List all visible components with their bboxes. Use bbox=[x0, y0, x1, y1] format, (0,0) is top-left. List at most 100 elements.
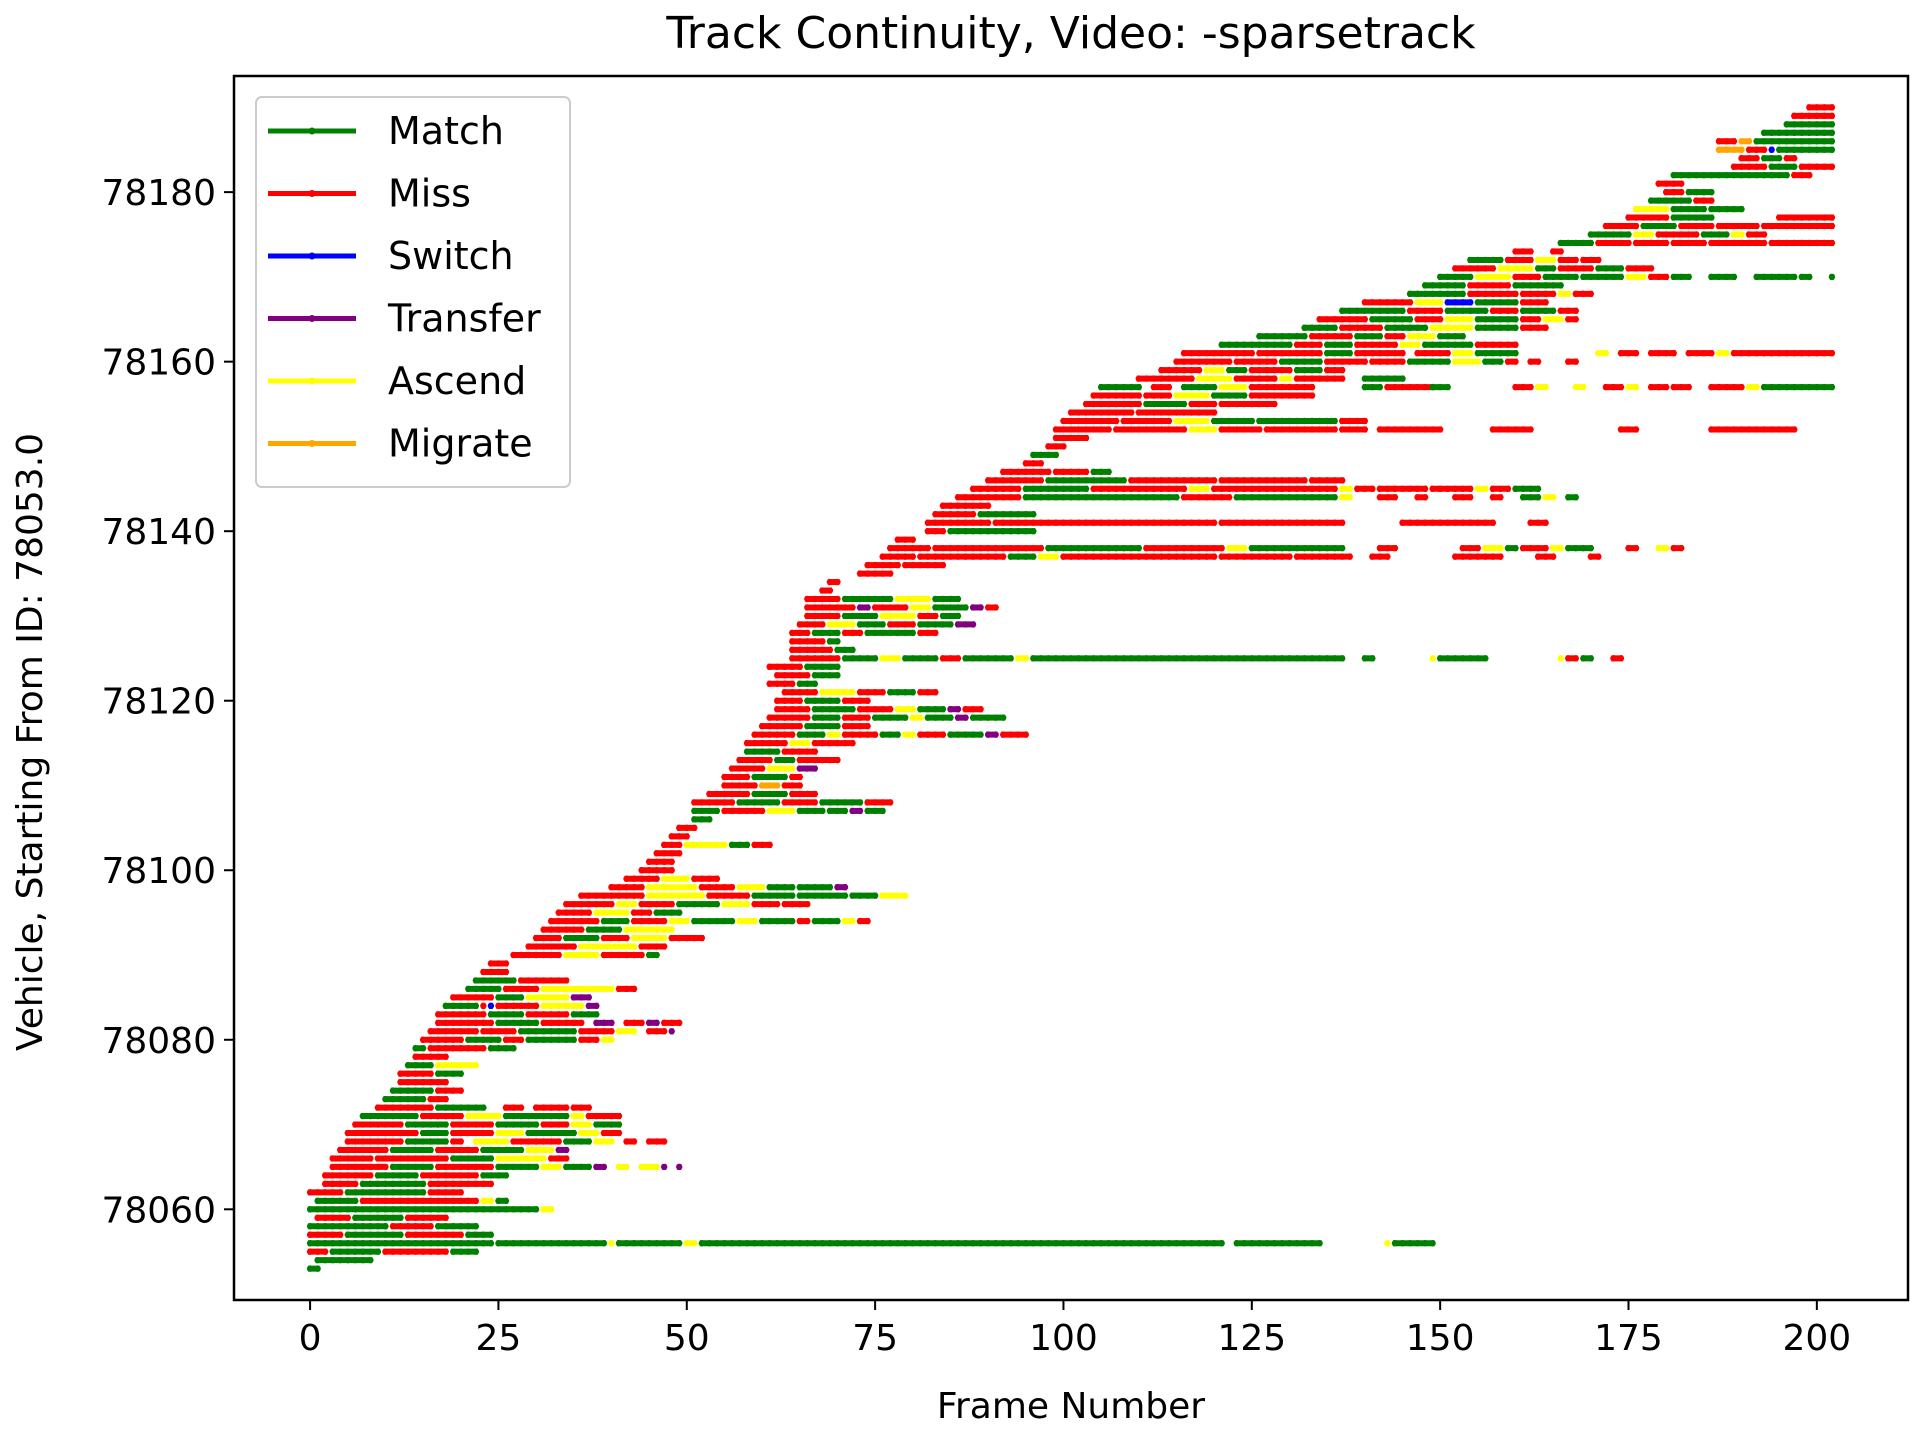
frame-point-match bbox=[1210, 392, 1218, 399]
frame-point-miss bbox=[337, 1155, 344, 1162]
frame-point-miss bbox=[1482, 553, 1489, 560]
frame-point-miss bbox=[932, 544, 939, 552]
frame-point-match bbox=[1791, 121, 1798, 128]
frame-point-miss bbox=[563, 926, 570, 933]
frame-point-match bbox=[1436, 273, 1444, 281]
frame-point-miss bbox=[630, 883, 638, 891]
frame-point-miss bbox=[638, 1019, 645, 1027]
frame-point-match bbox=[1760, 171, 1768, 179]
frame-point-miss bbox=[555, 977, 562, 984]
frame-point-miss bbox=[1143, 375, 1150, 382]
frame-point-miss bbox=[1158, 553, 1165, 560]
frame-point-match bbox=[555, 1028, 562, 1035]
frame-point-miss bbox=[1180, 409, 1188, 416]
frame-point-match bbox=[1339, 341, 1346, 348]
frame-point-match bbox=[442, 1002, 449, 1010]
frame-point-match bbox=[1474, 655, 1482, 662]
frame-point-match bbox=[412, 1180, 419, 1188]
frame-point-miss bbox=[1595, 553, 1602, 560]
frame-point-miss bbox=[1738, 426, 1745, 433]
frame-point-miss bbox=[1075, 409, 1082, 416]
frame-point-miss bbox=[826, 646, 834, 654]
frame-point-miss bbox=[894, 604, 901, 611]
frame-point-miss bbox=[1150, 544, 1158, 552]
frame-point-match bbox=[465, 1223, 472, 1230]
frame-point-ascend bbox=[796, 739, 803, 747]
frame-point-miss bbox=[344, 1214, 351, 1221]
frame-point-ascend bbox=[676, 892, 683, 899]
frame-point-ascend bbox=[660, 892, 668, 899]
frame-point-miss bbox=[1730, 383, 1738, 391]
frame-point-miss bbox=[1067, 426, 1075, 433]
frame-point-match bbox=[404, 1087, 412, 1094]
frame-point-miss bbox=[1482, 341, 1489, 348]
frame-point-match bbox=[1301, 1240, 1308, 1247]
frame-point-ascend bbox=[676, 875, 683, 882]
frame-point-match bbox=[1113, 655, 1120, 662]
frame-point-match bbox=[1497, 316, 1504, 323]
frame-point-match bbox=[1813, 146, 1821, 153]
frame-point-match bbox=[495, 1121, 502, 1128]
frame-point-miss bbox=[758, 731, 766, 738]
frame-point-match bbox=[804, 883, 811, 891]
frame-point-miss bbox=[434, 1231, 442, 1238]
frame-point-match bbox=[1248, 417, 1256, 425]
frame-point-miss bbox=[525, 951, 532, 959]
frame-point-miss bbox=[487, 1121, 495, 1128]
y-tick-label: 78140 bbox=[101, 512, 216, 553]
frame-point-match bbox=[826, 663, 834, 671]
frame-point-miss bbox=[1256, 553, 1263, 560]
frame-point-match bbox=[1760, 273, 1768, 281]
frame-point-miss bbox=[1489, 282, 1497, 289]
frame-point-ascend bbox=[608, 909, 615, 916]
track-row-78087 bbox=[472, 977, 570, 984]
frame-point-ascend bbox=[721, 900, 728, 908]
frame-point-match bbox=[1783, 163, 1790, 170]
frame-point-match bbox=[450, 1223, 457, 1230]
frame-point-match bbox=[1022, 1240, 1029, 1247]
frame-point-miss bbox=[902, 536, 909, 543]
frame-point-ascend bbox=[600, 909, 608, 916]
legend-marker bbox=[308, 377, 316, 385]
frame-point-miss bbox=[1391, 426, 1399, 433]
frame-point-ascend bbox=[653, 1163, 660, 1171]
frame-point-transfer bbox=[864, 604, 871, 611]
frame-point-miss bbox=[563, 1019, 570, 1027]
frame-point-miss bbox=[796, 689, 803, 696]
frame-point-match bbox=[1105, 1240, 1112, 1247]
frame-point-miss bbox=[630, 951, 638, 959]
frame-point-miss bbox=[1587, 290, 1595, 298]
frame-point-ascend bbox=[578, 1112, 585, 1120]
frame-point-match bbox=[600, 1121, 608, 1128]
frame-point-miss bbox=[924, 731, 932, 738]
frame-point-miss bbox=[487, 968, 495, 976]
frame-point-miss bbox=[638, 943, 645, 950]
frame-point-match bbox=[1602, 231, 1610, 238]
track-row-78121 bbox=[781, 689, 939, 696]
frame-point-match bbox=[954, 731, 962, 738]
frame-point-match bbox=[1745, 171, 1753, 179]
frame-point-match bbox=[834, 799, 841, 806]
frame-point-match bbox=[1256, 544, 1263, 552]
frame-point-miss bbox=[1097, 400, 1105, 408]
frame-point-miss bbox=[1376, 494, 1384, 501]
frame-point-miss bbox=[1512, 358, 1519, 365]
frame-point-match bbox=[871, 621, 879, 628]
frame-point-miss bbox=[1022, 519, 1029, 526]
frame-point-match bbox=[1565, 273, 1572, 281]
frame-point-match bbox=[1617, 231, 1625, 238]
frame-point-miss bbox=[578, 917, 585, 925]
frame-point-match bbox=[864, 655, 871, 662]
frame-point-match bbox=[1730, 171, 1738, 179]
frame-point-miss bbox=[1218, 426, 1225, 433]
frame-point-match bbox=[871, 1240, 879, 1247]
frame-point-miss bbox=[1105, 519, 1112, 526]
frame-point-miss bbox=[1775, 349, 1783, 357]
frame-point-miss bbox=[984, 553, 992, 560]
frame-point-ascend bbox=[1519, 265, 1527, 272]
frame-point-ascend bbox=[495, 1155, 502, 1162]
track-row-78080 bbox=[419, 1036, 615, 1043]
frame-point-match bbox=[1331, 417, 1338, 425]
frame-point-miss bbox=[811, 739, 819, 747]
frame-point-match bbox=[1534, 485, 1542, 493]
